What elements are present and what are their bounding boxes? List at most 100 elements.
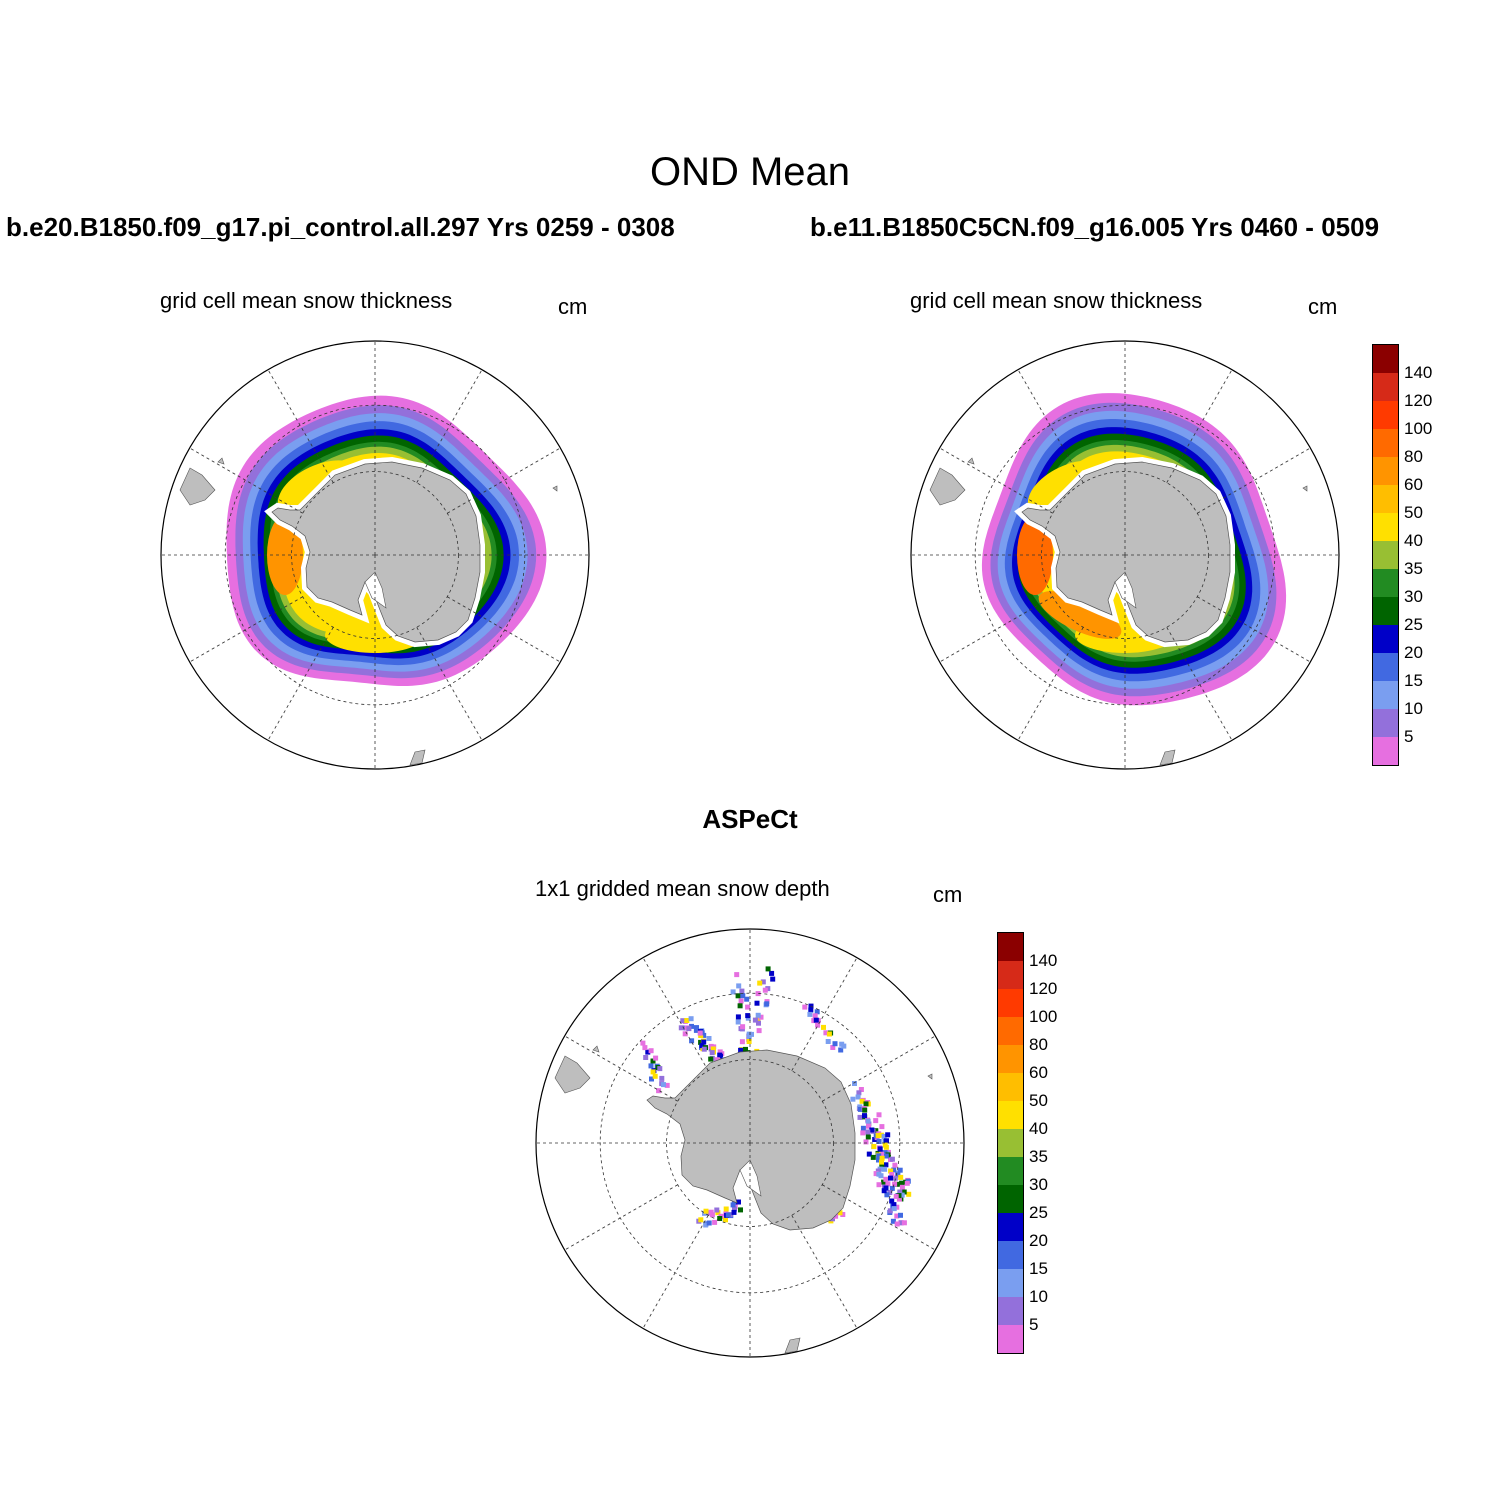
colorbar-swatch bbox=[998, 1157, 1023, 1185]
snow-depth-observation bbox=[808, 1007, 814, 1013]
snow-depth-observation bbox=[688, 1016, 694, 1022]
snow-depth-observation bbox=[709, 1050, 715, 1056]
meridian-line bbox=[447, 447, 561, 514]
main-title: OND Mean bbox=[649, 150, 851, 194]
snow-depth-observation bbox=[812, 1013, 818, 1019]
snow-depth-observation bbox=[879, 1163, 885, 1169]
snow-depth-observation bbox=[754, 1000, 760, 1006]
meridian-line bbox=[939, 596, 1053, 663]
snow-depth-observation bbox=[813, 1017, 819, 1023]
snow-depth-observation bbox=[744, 996, 750, 1002]
snow-depth-observation bbox=[714, 1057, 720, 1063]
colorbar-swatch bbox=[998, 1101, 1023, 1129]
snow-depth-observation bbox=[697, 1030, 703, 1036]
colorbar-swatch bbox=[1373, 597, 1398, 625]
south-america-tip bbox=[929, 467, 966, 506]
snow-depth-observation bbox=[760, 979, 766, 985]
snow-depth-observation bbox=[682, 1031, 688, 1037]
snow-depth-observation bbox=[656, 1088, 662, 1094]
snow-depth-observation bbox=[746, 1031, 752, 1037]
snow-depth-observation bbox=[661, 1082, 666, 1088]
snow-depth-observation bbox=[840, 1212, 846, 1217]
colorbar-swatch bbox=[1373, 429, 1398, 457]
snow-depth-observation bbox=[896, 1196, 902, 1202]
meridian-line bbox=[416, 369, 483, 483]
snow-depth-observation bbox=[833, 1213, 839, 1219]
meridian-line bbox=[1017, 627, 1084, 741]
colorbar-label: 10 bbox=[1029, 1287, 1048, 1306]
snow-depth-observation bbox=[701, 1032, 707, 1038]
snow-depth-observation bbox=[870, 1154, 876, 1160]
snow-depth-observation bbox=[862, 1107, 868, 1113]
snow-depth-observation bbox=[858, 1106, 863, 1112]
colorbar-label: 20 bbox=[1029, 1231, 1048, 1250]
snow-depth-observation bbox=[893, 1193, 899, 1199]
snow-depth-observation bbox=[764, 1001, 770, 1007]
snow-depth-observation bbox=[730, 1202, 736, 1208]
snow-depth-observation bbox=[832, 1041, 838, 1047]
snow-depth-observation bbox=[826, 1031, 832, 1037]
snow-depth-observation bbox=[882, 1166, 888, 1172]
latitude-circle bbox=[224, 404, 526, 706]
colorbar-label: 5 bbox=[1029, 1315, 1039, 1334]
snow-depth-observation bbox=[876, 1182, 882, 1188]
polar-map-panel3 bbox=[535, 928, 965, 1358]
snow-depth-observation bbox=[892, 1162, 898, 1168]
colorbar-swatch bbox=[1373, 513, 1398, 541]
snow-depth-observation bbox=[876, 1112, 882, 1118]
snow-depth-observation bbox=[689, 1038, 695, 1044]
colorbar-label: 120 bbox=[1029, 979, 1058, 998]
snow-depth-observation bbox=[738, 998, 744, 1004]
colorbar-swatch bbox=[1373, 737, 1398, 765]
colorbar-swatch bbox=[1373, 485, 1398, 513]
snow-depth-observation bbox=[649, 1076, 654, 1082]
snow-depth-observation bbox=[640, 1040, 646, 1046]
map-boundary bbox=[535, 928, 965, 1358]
colorbar-label: 30 bbox=[1404, 587, 1423, 606]
snow-depth-observation bbox=[887, 1208, 893, 1214]
snow-depth-observation bbox=[875, 1168, 881, 1174]
snow-depth-observation bbox=[648, 1063, 654, 1069]
colorbar-swatch bbox=[998, 933, 1023, 961]
meridian-line bbox=[822, 1035, 936, 1102]
snow-depth-observation bbox=[740, 993, 746, 999]
meridian-line bbox=[447, 596, 561, 663]
snow-depth-observation bbox=[892, 1175, 898, 1181]
snow-depth-observation bbox=[814, 1009, 820, 1015]
colorbar-label: 35 bbox=[1029, 1147, 1048, 1166]
snow-depth-observation bbox=[873, 1128, 879, 1134]
colorbar-swatch bbox=[998, 1185, 1023, 1213]
snow-depth-observation bbox=[896, 1193, 902, 1199]
snow-depth-observation bbox=[735, 993, 741, 999]
polar-map-panel1 bbox=[160, 340, 590, 770]
meridian-line bbox=[939, 447, 1053, 514]
snow-depth-observation bbox=[892, 1181, 898, 1187]
colorbar-label: 5 bbox=[1404, 727, 1414, 746]
snow-depth-observation bbox=[884, 1192, 890, 1198]
snow-depth-observation bbox=[882, 1150, 888, 1156]
snow-depth-observation bbox=[860, 1125, 866, 1131]
colorbar-swatch bbox=[1373, 373, 1398, 401]
snow-depth-observation bbox=[887, 1190, 893, 1195]
snow-depth-observation bbox=[706, 1220, 712, 1226]
panel2-variable-label: grid cell mean snow thickness bbox=[910, 288, 1203, 313]
ice-shelf bbox=[364, 571, 387, 609]
snow-depth-observation bbox=[755, 1017, 761, 1023]
snow-depth-observation bbox=[859, 1098, 865, 1104]
snow-depth-observation bbox=[738, 1207, 743, 1213]
snow-depth-observation bbox=[715, 1210, 721, 1216]
snow-depth-observation bbox=[752, 1017, 758, 1023]
snow-depth-observation bbox=[877, 1146, 883, 1152]
snow-depth-observation bbox=[802, 1004, 808, 1010]
snow-depth-observation bbox=[879, 1155, 885, 1161]
snow-depth-observation bbox=[708, 1056, 714, 1062]
snow-depth-observation bbox=[883, 1162, 889, 1168]
snow-depth-observation bbox=[899, 1192, 905, 1198]
panel3-variable-label: 1x1 gridded mean snow depth bbox=[535, 876, 830, 901]
colorbar-swatch bbox=[998, 1325, 1023, 1353]
snow-depth-observation bbox=[865, 1118, 871, 1124]
snow-depth-observation bbox=[739, 1039, 745, 1045]
snow-depth-observation bbox=[860, 1130, 866, 1136]
snow-depth-observation bbox=[745, 1004, 751, 1010]
snow-depth-observation bbox=[689, 1023, 694, 1029]
